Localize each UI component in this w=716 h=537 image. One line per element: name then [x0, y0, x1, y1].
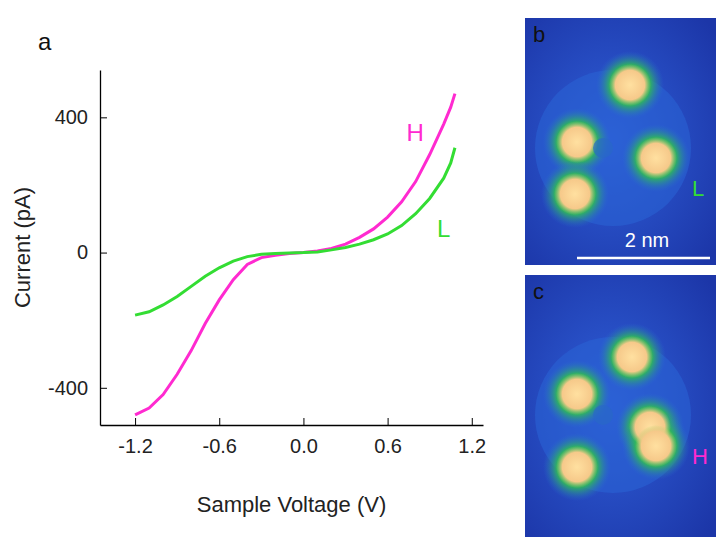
- panel-label: a: [38, 28, 52, 55]
- scale-bar-label: 2 nm: [625, 229, 669, 251]
- lobe-core: [609, 64, 651, 106]
- y-tick-label: 400: [55, 106, 88, 128]
- x-axis-line: [101, 425, 484, 426]
- series-label: L: [437, 215, 450, 242]
- lobe-halo: [541, 160, 609, 228]
- x-tick: -1.2: [118, 418, 152, 457]
- x-tick: 1.2: [458, 418, 486, 457]
- lobe-halo: [596, 51, 664, 119]
- x-tick-mark: [303, 418, 304, 425]
- x-tick-mark: [135, 418, 136, 425]
- y-axis-line: [100, 71, 101, 426]
- panel-label: c: [533, 279, 544, 304]
- x-tick-label: 0.0: [290, 435, 318, 457]
- molecule-glow: [535, 337, 691, 493]
- scale-bar: [577, 257, 710, 260]
- stm-image: [525, 18, 716, 265]
- x-tick-label: 0.6: [374, 435, 402, 457]
- x-tick-label: 1.2: [458, 435, 486, 457]
- x-tick-label: -0.6: [203, 435, 237, 457]
- y-axis: -400 0 400: [48, 71, 107, 426]
- y-tick: 400: [55, 106, 107, 128]
- lobe-core: [556, 446, 598, 488]
- x-tick-label: -1.2: [118, 435, 152, 457]
- y-tick-label: 0: [77, 241, 88, 263]
- plot-area: [135, 94, 455, 415]
- x-tick-mark: [472, 418, 473, 425]
- lobe-core: [635, 137, 677, 179]
- image-background: [525, 275, 716, 537]
- figure: -1.2 -0.6 0.0 0.6 1.2 -400 0 400 Sample Voltage …: [0, 0, 716, 537]
- lobe-core: [611, 336, 653, 378]
- image-background: [525, 18, 716, 265]
- x-tick-mark: [219, 418, 220, 425]
- y-tick: -400: [48, 377, 107, 399]
- y-tick-mark: [100, 253, 107, 254]
- lobe-core: [556, 121, 598, 163]
- y-tick-mark: [100, 117, 107, 118]
- stm-image: [525, 275, 716, 537]
- state-label: L: [692, 176, 704, 201]
- center-dip: [593, 405, 613, 425]
- series-label: H: [406, 119, 423, 146]
- panel-label: b: [533, 22, 545, 47]
- x-tick: 0.6: [374, 418, 402, 457]
- center-dip: [593, 138, 613, 158]
- y-axis-title: Current (pA): [10, 187, 35, 308]
- state-label: H: [692, 444, 708, 469]
- series-line: [135, 148, 455, 315]
- lobe-core: [556, 373, 598, 415]
- x-tick-mark: [388, 418, 389, 425]
- y-tick-mark: [100, 388, 107, 389]
- x-axis: -1.2 -0.6 0.0 0.6 1.2: [101, 418, 487, 457]
- series-line: [135, 94, 455, 415]
- x-tick: -0.6: [203, 418, 237, 457]
- y-tick: 0: [77, 241, 107, 263]
- lobe-core: [635, 425, 677, 467]
- lobe-halo: [543, 433, 611, 501]
- lobe-halo: [622, 124, 690, 192]
- y-tick-label: -400: [48, 377, 88, 399]
- x-tick: 0.0: [290, 418, 318, 457]
- lobe-core: [554, 173, 596, 215]
- x-axis-title: Sample Voltage (V): [197, 492, 387, 517]
